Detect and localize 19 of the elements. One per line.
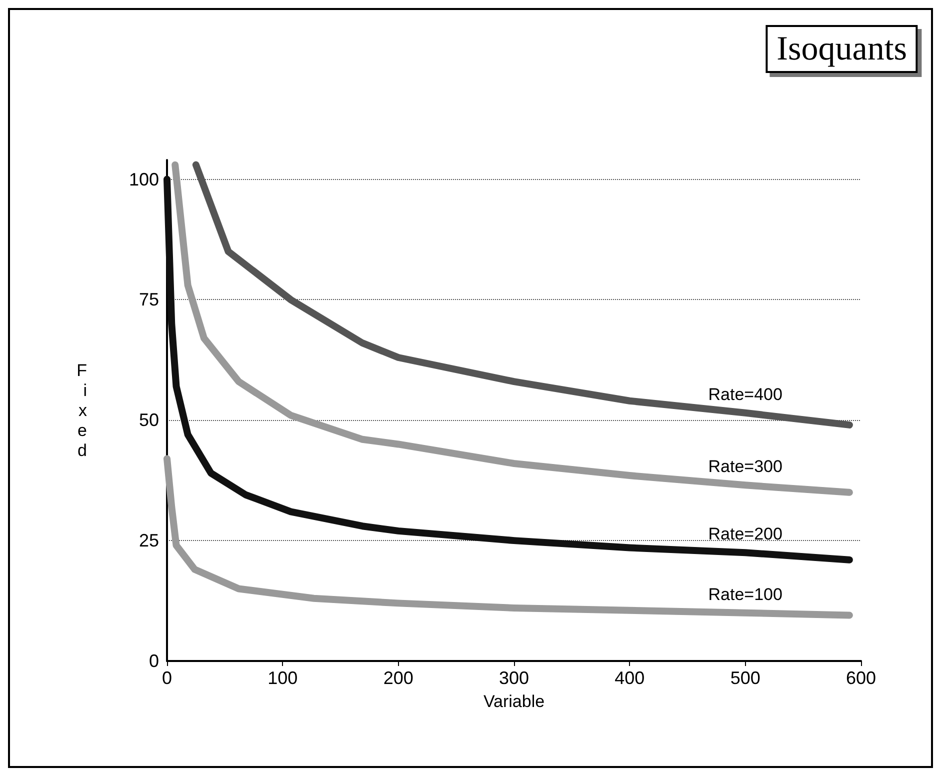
x-tick-label: 0 (162, 668, 172, 688)
y-tick-label: 0 (148, 651, 159, 671)
y-tick-label: 25 (138, 530, 159, 551)
chart-title: Isoquants (776, 30, 908, 68)
series-label: Rate=300 (708, 457, 782, 476)
x-tick-label: 600 (846, 668, 876, 688)
series-label: Rate=200 (708, 524, 782, 544)
x-tick-label: 400 (614, 668, 645, 688)
series-label: Rate=400 (708, 384, 782, 404)
y-tick-label: 75 (138, 290, 159, 310)
y-tick-label: 100 (128, 169, 159, 190)
x-axis-title: Variable (483, 692, 545, 711)
y-tick-label: 50 (138, 410, 159, 430)
y-axis-title: Fixed (76, 361, 88, 460)
x-tick-label: 500 (730, 668, 760, 688)
x-tick-label: 100 (268, 668, 298, 688)
series-label: Rate=100 (708, 584, 782, 604)
x-tick-label: 200 (383, 668, 414, 688)
x-tick-label: 300 (498, 668, 530, 688)
